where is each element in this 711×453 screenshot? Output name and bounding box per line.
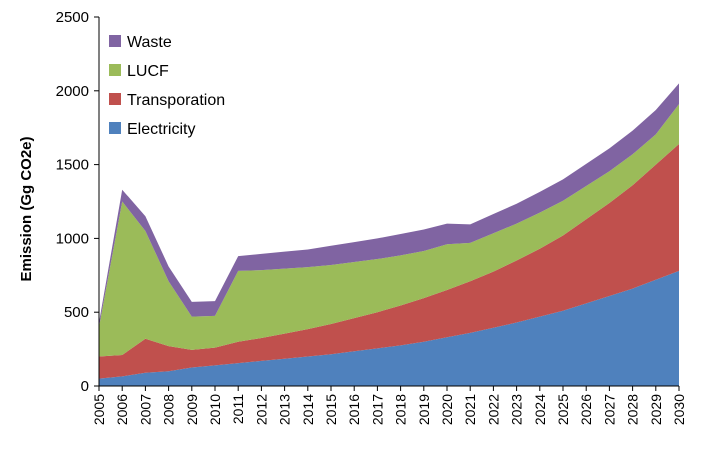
x-tick-label: 2005 [91, 394, 107, 425]
x-tick-label: 2011 [230, 394, 246, 424]
x-tick-label: 2016 [346, 394, 362, 425]
x-tick-label: 2021 [462, 394, 478, 425]
area-series-electricity [99, 270, 679, 386]
x-tick-label: 2025 [555, 394, 571, 425]
y-tick-label: 0 [81, 378, 89, 395]
y-tick-label: 500 [64, 304, 89, 321]
y-tick-label: 2500 [56, 9, 89, 26]
area-series-waste [99, 83, 679, 327]
x-tick-label: 2017 [369, 394, 385, 425]
x-tick-label: 2014 [300, 394, 316, 425]
legend-swatch-lucf [109, 64, 121, 76]
x-tick-label: 2026 [578, 394, 594, 425]
x-tick-label: 2013 [277, 394, 293, 425]
legend-label-transporation: Transporation [127, 92, 225, 109]
x-tick-label: 2018 [393, 394, 409, 425]
axes-layer: 0 500 1000 1500 2000 2500 2005 2006 2007 2008 2009… [56, 9, 687, 425]
legend-swatch-electricity [109, 122, 121, 134]
x-tick-label: 2006 [114, 394, 130, 425]
x-tick-label: 2028 [625, 394, 641, 425]
x-tick-label: 2010 [207, 394, 223, 425]
y-axis-title: Emission (Gg CO2e) [18, 136, 35, 281]
y-tick-label: 2000 [56, 83, 89, 100]
x-tick-label: 2020 [439, 394, 455, 425]
x-tick-label: 2022 [485, 394, 501, 425]
x-tick-label: 2030 [671, 394, 687, 425]
legend-label-electricity: Electricity [127, 121, 195, 138]
x-tick-label: 2007 [137, 394, 153, 425]
x-tick-label: 2023 [509, 394, 525, 425]
legend: Waste LUCF Transporation Electricity [109, 34, 225, 138]
x-tick-label: 2012 [253, 394, 269, 425]
areas-layer [99, 83, 679, 386]
legend-swatch-waste [109, 35, 121, 47]
area-series-transporation [99, 143, 679, 379]
y-tick-label: 1000 [56, 230, 89, 247]
x-tick-label: 2019 [416, 394, 432, 425]
area-series-lucf [99, 104, 679, 357]
legend-swatch-transporation [109, 93, 121, 105]
legend-label-lucf: LUCF [127, 63, 169, 80]
x-tick-label: 2009 [184, 394, 200, 425]
legend-label-waste: Waste [127, 34, 172, 51]
x-tick-label: 2024 [532, 394, 548, 425]
x-tick-label: 2027 [601, 394, 617, 425]
x-tick-label: 2008 [161, 394, 177, 425]
x-tick-label: 2029 [648, 394, 664, 425]
y-tick-label: 1500 [56, 157, 89, 174]
x-tick-label: 2015 [323, 394, 339, 425]
